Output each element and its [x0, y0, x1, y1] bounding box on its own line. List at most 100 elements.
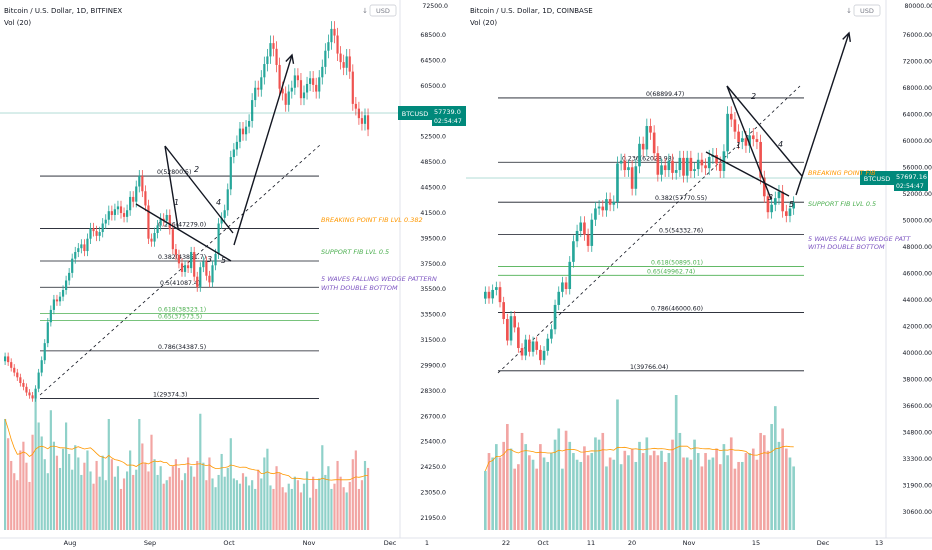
left-candle-body: [336, 35, 339, 54]
left-volume-bar: [312, 476, 315, 530]
left-volume-bar: [333, 483, 336, 530]
right-candle-body: [594, 208, 597, 220]
left-candle-body: [232, 149, 235, 158]
left-candle-body: [327, 42, 330, 51]
left-annotation-pattern: 5 WAVES FALLING WEDGE PATTERN: [321, 275, 437, 283]
left-volume-bar: [144, 462, 147, 530]
left-volume-bar: [168, 476, 171, 530]
right-candle-body: [561, 282, 564, 292]
right-volume-bar: [531, 459, 535, 530]
left-candle-body: [360, 118, 364, 124]
left-volume-bar: [263, 457, 266, 530]
left-currency-arrow-icon: ↓: [362, 7, 368, 15]
right-volume-bar: [590, 453, 594, 530]
right-candle-body: [550, 329, 553, 339]
right-candle-body: [755, 139, 759, 142]
right-candle-body: [645, 126, 649, 150]
left-chart-panel[interactable]: 68500.064500.060500.056500.052500.048500…: [0, 0, 466, 550]
left-volume-bar: [351, 459, 354, 530]
right-volume-bar: [601, 432, 605, 530]
right-price-axis[interactable]: [886, 0, 932, 550]
right-volume-label: Vol (20): [470, 19, 498, 27]
left-candle-body: [312, 78, 315, 85]
left-axis-tick-label: 48500.0: [420, 159, 446, 166]
left-candle-body: [83, 244, 86, 252]
left-currency-button[interactable]: [369, 4, 397, 17]
left-candle-body: [34, 388, 37, 399]
left-candle-body: [7, 356, 10, 363]
left-candle-body: [141, 176, 144, 192]
left-candle-body: [46, 322, 49, 344]
left-candle-body: [254, 87, 257, 101]
left-price-axis[interactable]: [400, 0, 466, 550]
right-axis-tick-label: 46000.00: [902, 271, 932, 278]
right-candle-body: [498, 287, 502, 303]
right-candle-body: [678, 157, 682, 171]
right-projection-arrow-line: [795, 32, 850, 196]
left-candle-body: [52, 299, 55, 310]
right-volume-bar: [755, 459, 759, 530]
right-candle-body: [641, 143, 645, 150]
right-axis-tick-label: 42000.00: [902, 324, 932, 331]
left-volume-bar: [71, 469, 74, 530]
right-volume-bar: [619, 464, 623, 530]
left-candle-body: [363, 115, 367, 124]
right-axis-tick-label: 68000.00: [902, 85, 932, 92]
right-volume-bar: [671, 439, 674, 530]
left-volume-bar: [211, 478, 214, 530]
left-volume-bar: [104, 480, 107, 530]
right-volume-bar: [550, 453, 553, 530]
left-axis-tick-label-top: 72500.0: [422, 3, 448, 10]
right-wedge-line: [705, 151, 790, 197]
left-volume-bar: [122, 478, 126, 530]
left-axis-tick-label: 64500.0: [420, 57, 446, 64]
left-volume-bar: [196, 460, 199, 530]
left-candle-body: [65, 280, 68, 290]
left-candle-body: [309, 78, 312, 84]
left-volume-bar: [98, 476, 101, 530]
left-volume-bar: [244, 476, 248, 530]
right-volume-bar: [682, 457, 685, 530]
left-candle-body: [147, 205, 150, 239]
left-fib-level-label: 0.236(47279.0): [158, 221, 206, 228]
left-candle-body: [162, 218, 165, 221]
right-candle-body: [608, 199, 612, 205]
left-candle-body: [241, 128, 245, 135]
right-volume-bar: [616, 399, 619, 530]
right-currency-button[interactable]: [853, 4, 881, 17]
left-candle-body: [116, 206, 120, 210]
right-volume-bar: [696, 453, 700, 530]
right-volume-bar: [553, 439, 557, 530]
right-volume-bar: [641, 453, 645, 530]
left-candle-body: [135, 186, 138, 202]
left-candle-body: [223, 210, 226, 218]
right-volume-bar: [729, 437, 733, 530]
right-volume-bar: [546, 461, 550, 530]
right-volume-bar: [781, 428, 784, 530]
left-volume-bar: [83, 462, 86, 530]
left-candle-body: [77, 248, 80, 252]
left-volume-bar: [293, 476, 296, 530]
right-volume-bar: [528, 455, 531, 530]
left-candle-body: [321, 66, 324, 78]
left-volume-bar: [302, 483, 306, 530]
right-chart-panel[interactable]: 76000.00 72000.00 68000.00 64000.00 60000.00…: [466, 0, 932, 550]
right-axis-tick-label: 33300.00: [902, 456, 932, 463]
left-volume-bar: [55, 455, 59, 530]
right-volume-bar: [773, 406, 777, 530]
left-candle-body: [202, 261, 205, 268]
left-volume-bar: [321, 445, 324, 530]
right-volume-bar: [726, 455, 729, 530]
left-fib-level-label: 0.786(34387.5): [158, 344, 206, 351]
left-volume-bar: [232, 478, 235, 530]
left-volume-bar: [357, 488, 360, 530]
right-wave-label: 2: [751, 92, 756, 101]
right-candle-body: [524, 339, 528, 356]
right-price-tag-value: 57697.16: [896, 173, 927, 181]
right-fib-level-label: 1(39766.04): [630, 364, 668, 371]
left-candle-body: [333, 28, 336, 36]
right-volume-bar: [689, 459, 693, 530]
left-candle-body: [119, 206, 123, 214]
left-candle-body: [330, 28, 333, 43]
right-volume-bar: [535, 468, 539, 530]
